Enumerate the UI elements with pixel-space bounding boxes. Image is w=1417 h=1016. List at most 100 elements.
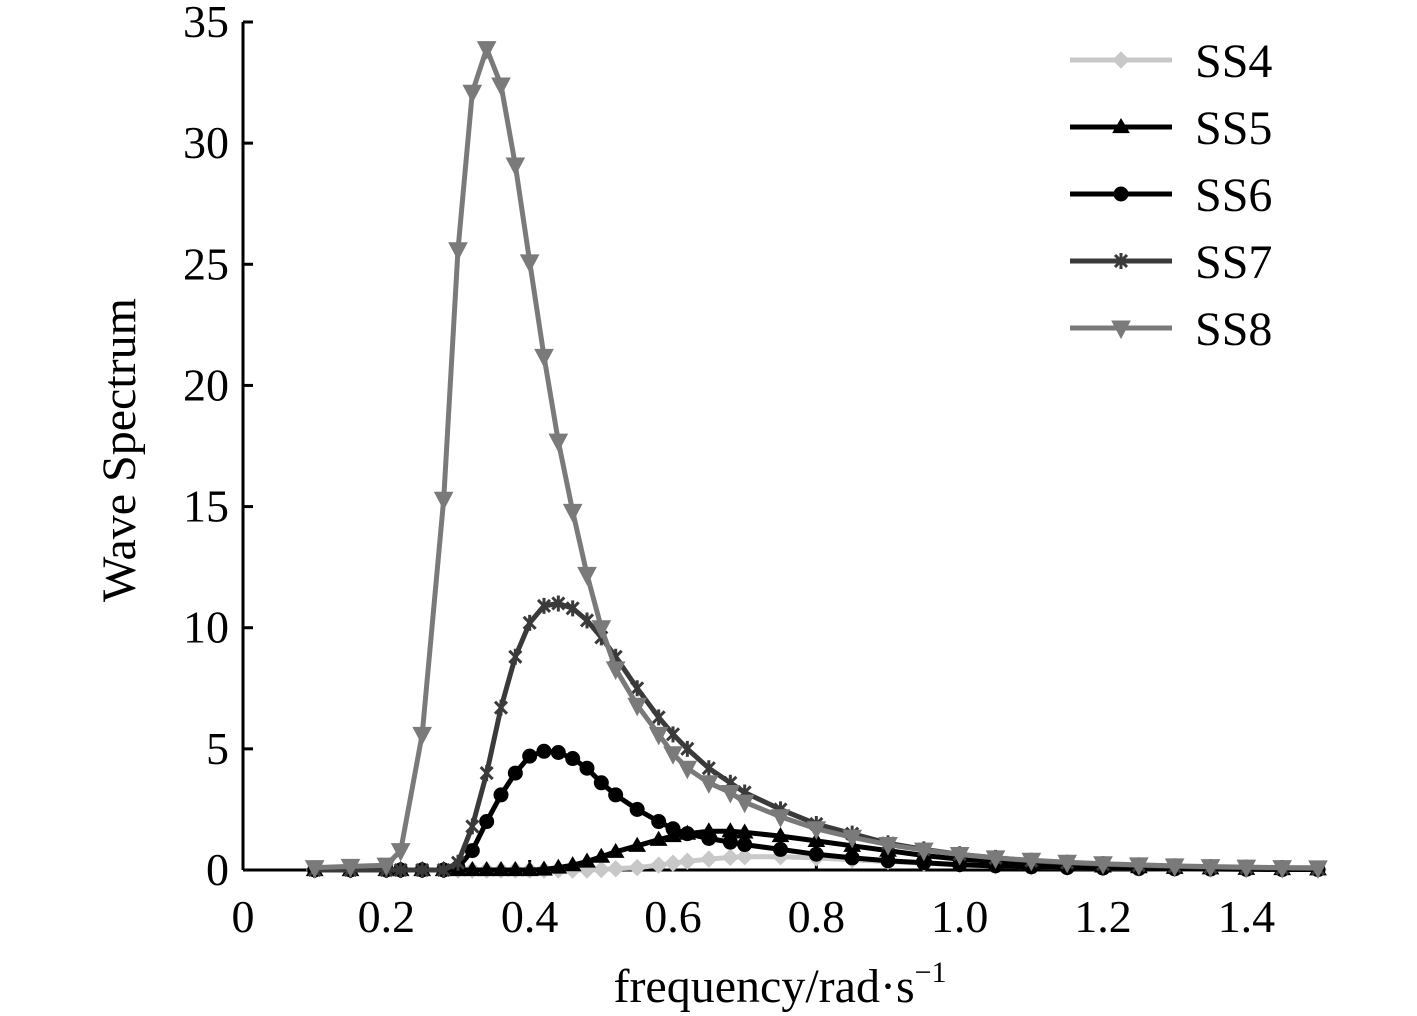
data-point bbox=[549, 858, 568, 874]
data-point bbox=[606, 842, 625, 858]
data-point bbox=[1057, 854, 1077, 874]
data-point bbox=[1308, 860, 1328, 879]
data-point bbox=[492, 861, 510, 877]
data-point bbox=[1200, 859, 1221, 878]
data-point bbox=[519, 254, 540, 273]
y-tick-label: 35 bbox=[183, 0, 229, 47]
data-point bbox=[1236, 859, 1257, 879]
plot-area: 0 5 10 15 20 25 30 35 0 0.2 0.4 0.6 0.8 1.0 1.2 1.4 bbox=[183, 0, 1328, 942]
x-tick-label: 0.2 bbox=[358, 891, 416, 942]
data-point bbox=[522, 748, 538, 764]
data-point bbox=[508, 648, 523, 665]
data-point bbox=[548, 433, 569, 453]
data-point bbox=[506, 861, 525, 877]
data-point bbox=[608, 787, 624, 803]
x-axis-title-main: frequency/rad·s bbox=[613, 960, 914, 1013]
data-point bbox=[985, 850, 1006, 869]
data-point bbox=[665, 821, 681, 837]
legend-marker bbox=[1113, 186, 1129, 202]
data-point bbox=[664, 854, 682, 872]
data-point bbox=[680, 740, 695, 757]
y-tick-label: 5 bbox=[206, 723, 229, 774]
x-tick-label: 1.0 bbox=[931, 891, 989, 942]
x-tick-label: 0.4 bbox=[501, 891, 559, 942]
data-point bbox=[629, 801, 645, 817]
data-point bbox=[562, 503, 583, 523]
data-point bbox=[808, 846, 824, 862]
data-point bbox=[1164, 858, 1185, 877]
data-point bbox=[565, 751, 581, 767]
data-point bbox=[737, 837, 753, 853]
data-point bbox=[734, 794, 755, 814]
data-point bbox=[376, 857, 397, 877]
ticks: 0 5 10 15 20 25 30 35 0 0.2 0.4 0.6 0.8 1.0 1.2 1.4 bbox=[183, 0, 1275, 942]
data-point bbox=[450, 854, 466, 871]
data-point bbox=[534, 348, 554, 368]
legend-item-ss6: SS6 bbox=[1070, 169, 1272, 222]
data-point bbox=[536, 743, 552, 759]
data-point bbox=[477, 861, 496, 877]
data-point bbox=[464, 843, 480, 859]
data-point bbox=[1021, 852, 1042, 872]
data-point bbox=[577, 566, 597, 586]
series-ss8 bbox=[304, 41, 1328, 879]
data-point bbox=[522, 614, 537, 631]
data-point bbox=[771, 827, 790, 843]
data-point bbox=[648, 726, 669, 746]
legend-marker bbox=[1113, 253, 1129, 269]
data-point bbox=[735, 847, 754, 866]
data-point bbox=[628, 836, 647, 852]
data-point bbox=[701, 760, 716, 777]
data-point bbox=[700, 850, 718, 868]
data-point bbox=[462, 84, 483, 104]
y-tick-label: 10 bbox=[183, 602, 229, 653]
legend-marker bbox=[1112, 51, 1130, 69]
data-point bbox=[651, 709, 666, 726]
data-point bbox=[448, 242, 468, 261]
y-tick-label: 30 bbox=[183, 117, 229, 168]
legend-marker bbox=[1112, 118, 1130, 134]
x-tick-label: 0 bbox=[232, 891, 255, 942]
data-point bbox=[463, 861, 482, 877]
data-point bbox=[701, 831, 717, 847]
data-point bbox=[565, 600, 580, 617]
legend-item-ss4: SS4 bbox=[1070, 35, 1272, 88]
y-tick-label: 20 bbox=[183, 359, 229, 410]
data-point bbox=[390, 843, 411, 862]
legend-item-ss8: SS8 bbox=[1070, 303, 1272, 356]
data-point bbox=[304, 860, 325, 879]
data-point bbox=[649, 830, 668, 846]
data-point bbox=[677, 760, 698, 780]
data-point bbox=[606, 860, 625, 878]
data-point bbox=[493, 787, 509, 803]
data-point bbox=[491, 77, 511, 97]
data-point bbox=[536, 597, 552, 614]
legend-label: SS6 bbox=[1195, 169, 1272, 222]
x-axis-title-superscript: −1 bbox=[915, 956, 947, 989]
data-point bbox=[722, 834, 738, 850]
y-axis-title: Wave Spectrum bbox=[93, 298, 146, 602]
data-point bbox=[433, 491, 454, 511]
data-point bbox=[678, 852, 697, 870]
data-point bbox=[592, 860, 611, 879]
data-point bbox=[720, 784, 741, 804]
data-point bbox=[949, 846, 970, 866]
legend-item-ss7: SS7 bbox=[1070, 236, 1272, 289]
y-tick-label: 0 bbox=[206, 844, 229, 895]
legend-label: SS5 bbox=[1195, 102, 1272, 155]
x-tick-label: 0.8 bbox=[788, 891, 846, 942]
data-point bbox=[578, 852, 596, 868]
data-point bbox=[651, 814, 667, 830]
legend-item-ss5: SS5 bbox=[1070, 102, 1272, 155]
data-point bbox=[593, 775, 609, 791]
data-point bbox=[415, 862, 430, 878]
x-axis-title: frequency/rad·s−1 bbox=[613, 956, 946, 1013]
data-point bbox=[412, 726, 432, 746]
data-point bbox=[663, 746, 683, 765]
data-point bbox=[1272, 860, 1292, 879]
data-point bbox=[699, 775, 719, 794]
data-point bbox=[507, 765, 523, 781]
data-point bbox=[551, 595, 566, 612]
series-line-ss8 bbox=[312, 46, 1321, 871]
